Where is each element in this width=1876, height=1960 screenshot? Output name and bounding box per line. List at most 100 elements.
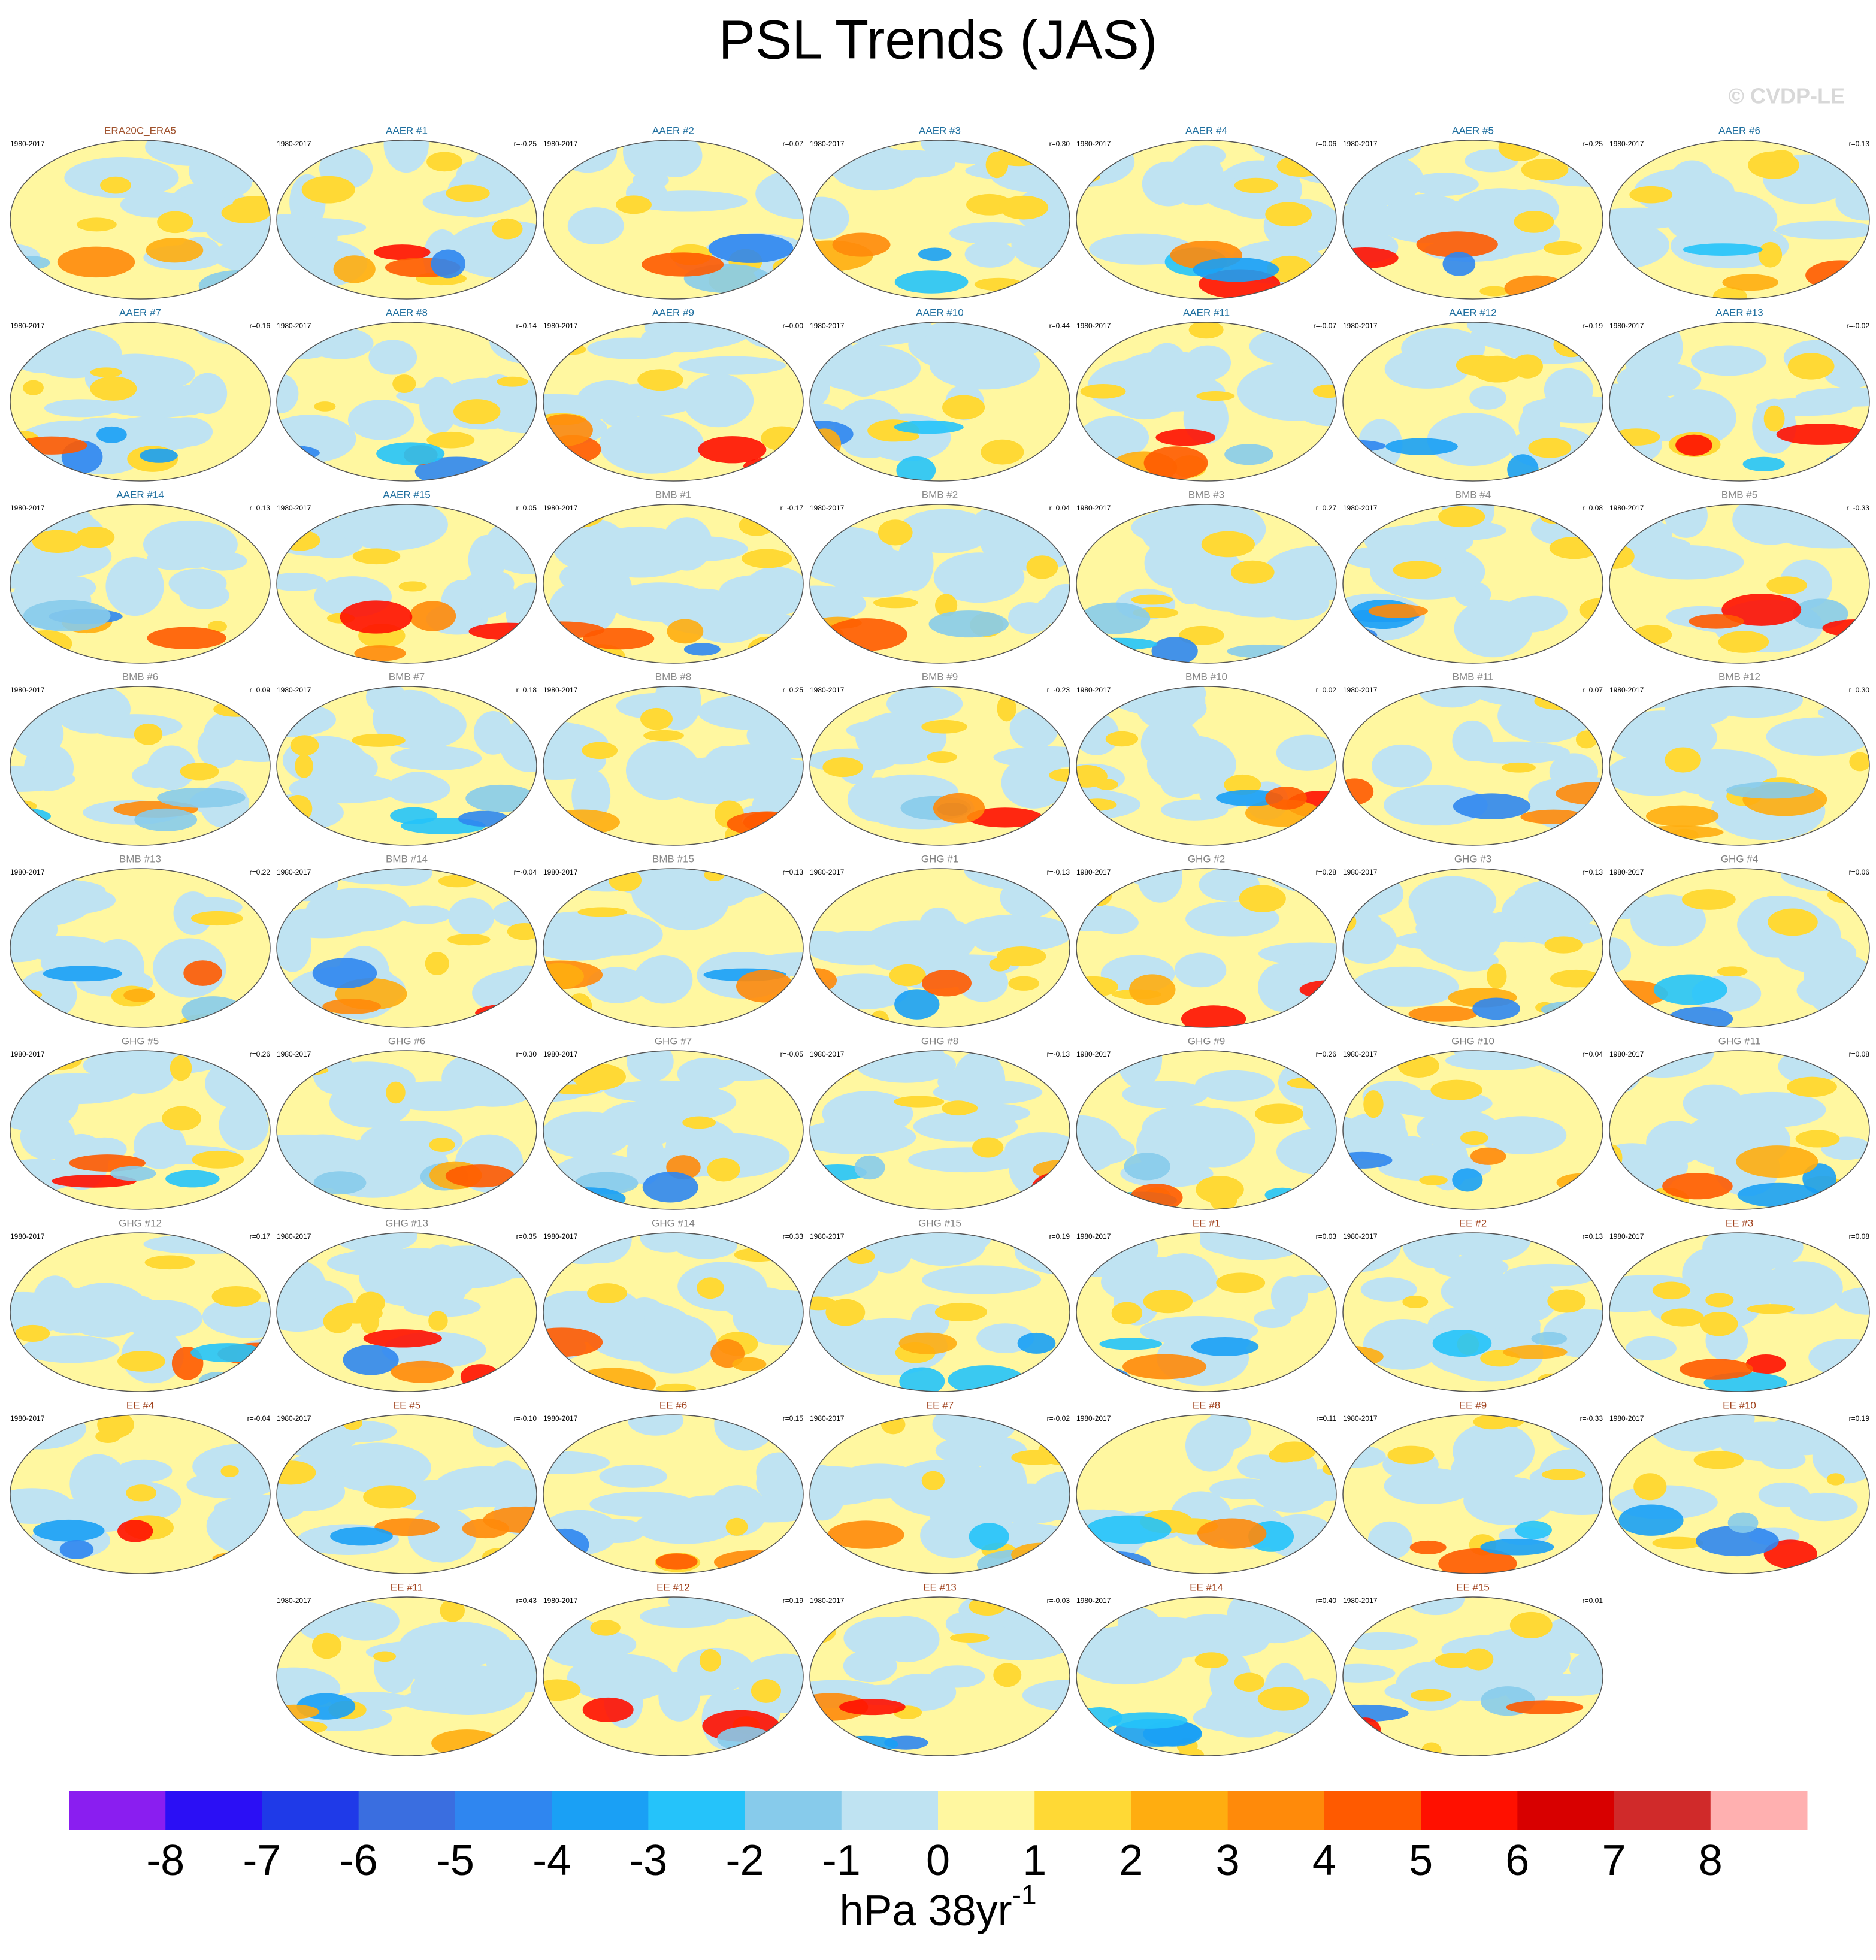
map-blob [1008,602,1052,634]
map-blob [933,552,1025,603]
map-blob [347,400,414,440]
map-blob [1612,428,1660,446]
map-outline [276,1414,537,1574]
panel-period: 1980-2017 [277,1232,311,1241]
map-outline [10,1050,271,1210]
map-blob [1131,594,1173,605]
map-blob [1216,1272,1266,1293]
map-blob [1453,1422,1535,1480]
map-blob [96,1051,157,1077]
map [1343,686,1603,845]
map [277,1415,537,1574]
map-blob [352,733,406,747]
map-blob [190,911,243,926]
map-blob [283,1720,328,1734]
map-outline [1076,1414,1337,1574]
map [543,1233,803,1392]
map-blob [1544,936,1583,954]
map-blob [10,766,75,793]
map [1343,1233,1603,1392]
panel-title: GHG #11 [1718,1035,1761,1046]
map [1343,869,1603,1027]
map-blob [1693,1451,1744,1469]
map-blob [1662,1173,1733,1200]
map [1609,869,1869,1027]
panel-title: AAER #10 [916,307,963,318]
map-blob [543,1559,576,1574]
map-blob [1826,1473,1845,1486]
map-blob [704,744,797,799]
map-blob [279,530,320,551]
map-blob [729,612,799,635]
map-blob [641,252,724,277]
map-blob [343,1344,399,1375]
panel-period: 1980-2017 [543,504,578,512]
map [277,504,537,663]
map-blob [1549,753,1598,791]
panel-r: r=0.18 [516,686,537,694]
map-blob [894,420,964,434]
map-blob [428,1311,448,1331]
map-blob [543,1327,603,1357]
panel-period: 1980-2017 [810,140,845,148]
map-blob [277,444,320,461]
panel-title: BMB #10 [1185,671,1227,682]
map-blob [1726,782,1815,799]
map-outline [1609,140,1870,300]
panel-title: GHG #4 [1721,853,1758,864]
map-blob [1099,1338,1163,1350]
map-outline [1342,140,1603,300]
map-blob [1173,1108,1255,1168]
map-blob [1550,969,1603,988]
map-blob [1000,878,1057,918]
map-blob [1541,1000,1603,1018]
map-blob [330,1526,393,1546]
panel-title: BMB #8 [655,671,691,682]
map-blob [1276,155,1326,177]
map-blob [698,436,767,464]
map-blob [927,751,957,763]
map-blob [146,238,204,263]
map-blob [429,1138,455,1153]
map [543,869,803,1027]
map-blob [894,989,940,1020]
map-blob [289,773,400,804]
map-blob [277,572,326,591]
colorbar-tick-label: -2 [726,1837,764,1885]
map-blob [640,707,673,730]
map-blob [470,570,515,598]
map-blob [1827,885,1869,904]
map-blob [894,1096,945,1108]
panel-title: BMB #12 [1718,671,1760,682]
panel-r: r=0.13 [1583,868,1603,876]
map-blob [562,1630,637,1659]
map-blob [765,1550,803,1565]
colorbar-tick-label: -5 [436,1837,474,1885]
map-blob [1360,1277,1417,1302]
map-outline [543,1050,804,1210]
panel-period: 1980-2017 [543,1414,578,1423]
map-blob [1737,1182,1821,1208]
colorbar-box [358,1791,456,1830]
map-blob [431,249,466,279]
map-blob [301,176,355,204]
panel-r: r=0.13 [783,868,804,876]
panel-period: 1980-2017 [1609,322,1644,330]
map-outline [10,686,271,846]
panel-title: EE #15 [1456,1581,1490,1593]
panel-title: GHG #8 [921,1035,958,1046]
map-blob [1609,937,1632,973]
panel-period: 1980-2017 [1609,1050,1644,1058]
colorbar-box [648,1791,746,1830]
map-blob [134,723,163,745]
map-blob [725,1517,748,1536]
map-outline [1342,1232,1603,1392]
panel-r: r=0.04 [1049,504,1070,512]
map-blob [616,692,698,719]
map-blob [1257,1686,1309,1711]
map-blob [1184,345,1231,380]
panel-period: 1980-2017 [1609,504,1644,512]
map-blob [1632,625,1672,645]
panel-title: GHG #3 [1454,853,1491,864]
map-blob [1763,405,1785,432]
